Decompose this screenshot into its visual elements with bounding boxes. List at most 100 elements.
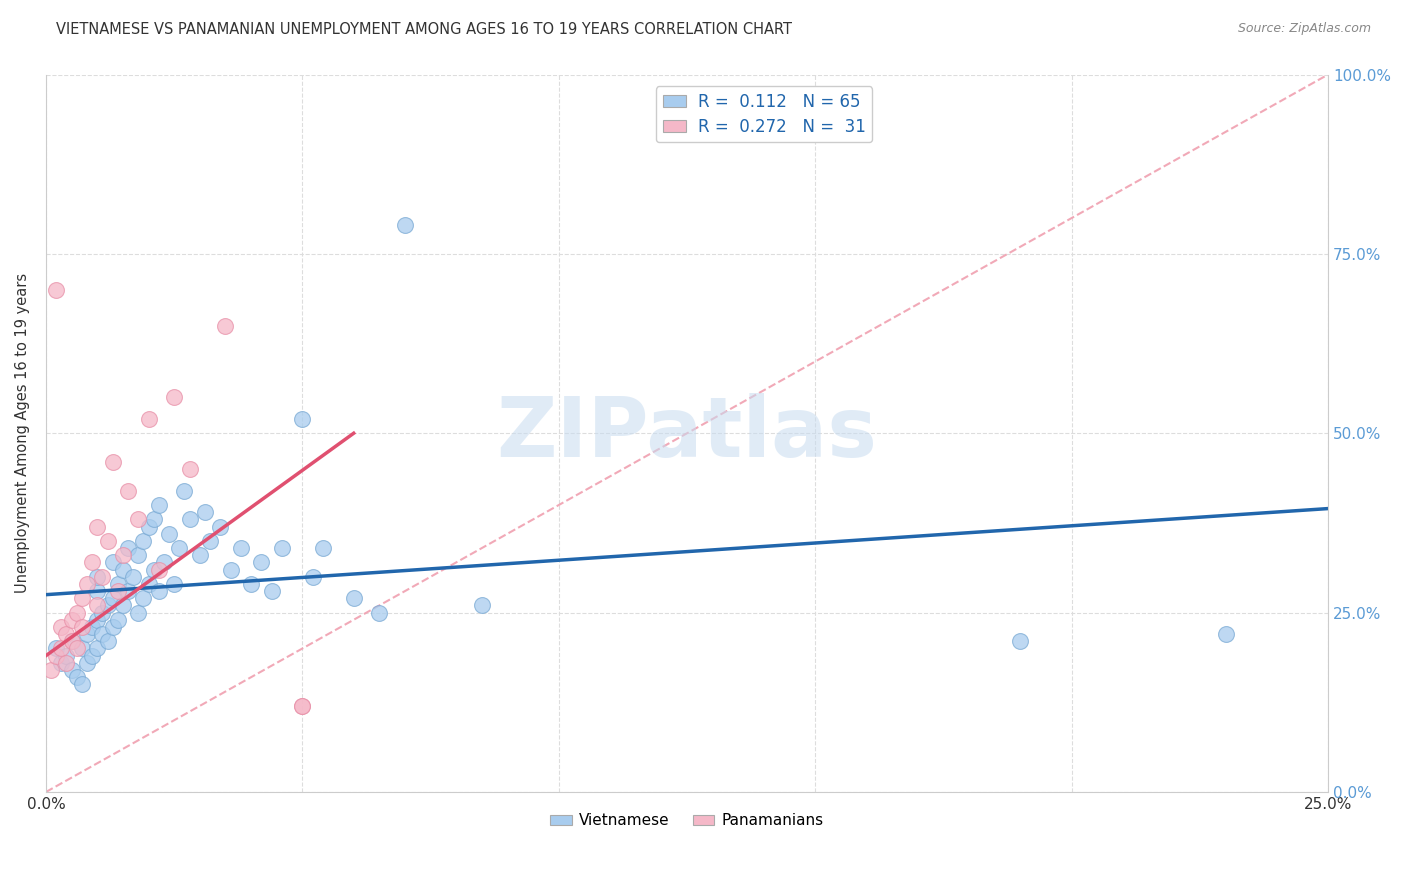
Point [70, 677, 93, 691]
Point [153, 555, 176, 569]
Point [66, 670, 89, 684]
Point [291, 698, 314, 713]
Point [301, 570, 323, 584]
Point [70, 591, 93, 606]
Point [291, 412, 314, 426]
Point [111, 548, 134, 562]
Point [394, 218, 416, 232]
Point [194, 505, 217, 519]
Point [117, 584, 139, 599]
Point [86, 570, 108, 584]
Point [107, 577, 129, 591]
Point [107, 584, 129, 599]
Point [169, 541, 191, 555]
Point [138, 412, 160, 426]
Point [66, 641, 89, 656]
Point [188, 548, 211, 562]
Point [101, 455, 124, 469]
Point [209, 519, 232, 533]
Point [312, 541, 335, 555]
Point [148, 584, 170, 599]
Point [157, 526, 180, 541]
Point [214, 318, 236, 333]
Point [82, 620, 104, 634]
Point [55, 648, 77, 663]
Point [163, 577, 186, 591]
Point [96, 599, 118, 613]
Point [39, 663, 62, 677]
Point [82, 555, 104, 569]
Point [70, 620, 93, 634]
Point [198, 533, 221, 548]
Point [82, 648, 104, 663]
Point [260, 584, 283, 599]
Point [163, 390, 186, 404]
Text: Source: ZipAtlas.com: Source: ZipAtlas.com [1237, 22, 1371, 36]
Point [127, 606, 149, 620]
Point [111, 599, 134, 613]
Point [86, 613, 108, 627]
Point [1215, 627, 1237, 641]
Point [45, 641, 67, 656]
Text: ZIPatlas: ZIPatlas [496, 392, 877, 474]
Point [132, 533, 155, 548]
Point [45, 283, 67, 297]
Point [148, 563, 170, 577]
Point [122, 570, 145, 584]
Point [101, 591, 124, 606]
Point [96, 533, 118, 548]
Point [70, 641, 93, 656]
Point [138, 519, 160, 533]
Point [51, 620, 73, 634]
Point [291, 698, 314, 713]
Point [142, 563, 165, 577]
Point [471, 599, 494, 613]
Point [132, 591, 155, 606]
Point [86, 641, 108, 656]
Point [45, 648, 67, 663]
Point [55, 627, 77, 641]
Point [86, 519, 108, 533]
Point [101, 620, 124, 634]
Point [101, 555, 124, 569]
Point [91, 606, 114, 620]
Point [60, 663, 83, 677]
Point [127, 548, 149, 562]
Point [60, 634, 83, 648]
Text: VIETNAMESE VS PANAMANIAN UNEMPLOYMENT AMONG AGES 16 TO 19 YEARS CORRELATION CHAR: VIETNAMESE VS PANAMANIAN UNEMPLOYMENT AM… [56, 22, 792, 37]
Point [179, 512, 201, 526]
Point [86, 599, 108, 613]
Point [66, 606, 89, 620]
Point [91, 627, 114, 641]
Point [111, 563, 134, 577]
Point [270, 541, 292, 555]
Point [76, 577, 98, 591]
Point [96, 634, 118, 648]
Point [179, 462, 201, 476]
Point [142, 512, 165, 526]
Point [55, 656, 77, 670]
Point [173, 483, 195, 498]
Point [250, 555, 273, 569]
Point [343, 591, 366, 606]
Y-axis label: Unemployment Among Ages 16 to 19 years: Unemployment Among Ages 16 to 19 years [15, 273, 30, 593]
Point [229, 541, 252, 555]
Point [51, 656, 73, 670]
Point [219, 563, 242, 577]
Point [117, 483, 139, 498]
Point [60, 613, 83, 627]
Point [1010, 634, 1032, 648]
Point [117, 541, 139, 555]
Point [76, 627, 98, 641]
Point [51, 641, 73, 656]
Point [368, 606, 391, 620]
Point [86, 584, 108, 599]
Point [127, 512, 149, 526]
Point [138, 577, 160, 591]
Point [60, 634, 83, 648]
Point [107, 613, 129, 627]
Point [91, 570, 114, 584]
Point [76, 656, 98, 670]
Point [148, 498, 170, 512]
Legend: Vietnamese, Panamanians: Vietnamese, Panamanians [544, 807, 830, 835]
